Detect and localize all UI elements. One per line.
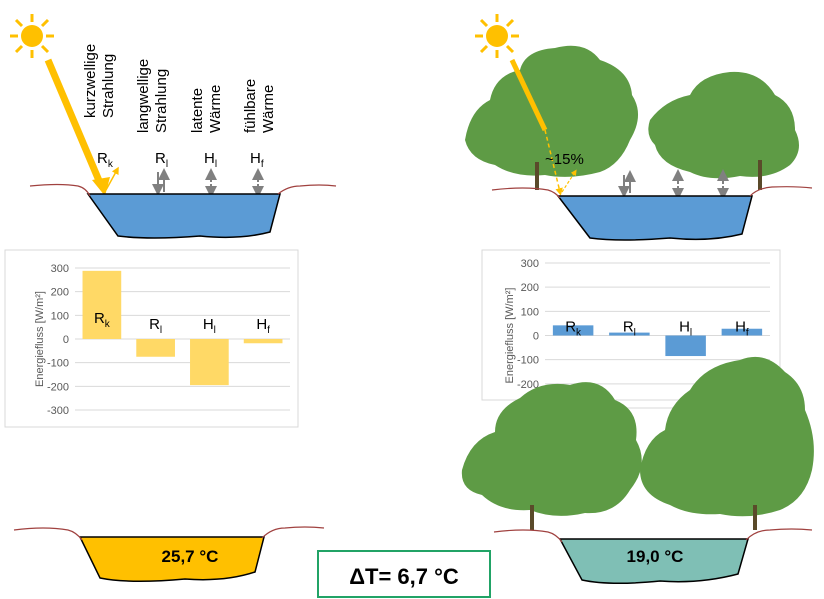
symbol-hl-left: Hl [204,150,217,170]
svg-text:Wärme: Wärme [207,85,224,133]
delta-temperature-label: ΔT= 6,7 °C [349,564,459,589]
y-tick-label: 300 [521,258,539,270]
y-tick-label: -200 [517,379,539,391]
y-tick-label: 0 [533,331,539,343]
svg-text:langwellige: langwellige [135,59,152,133]
y-axis-label: Energiefluss [W/m²] [34,291,46,387]
y-axis-label: Energiefluss [W/m²] [504,288,516,384]
y-tick-label: 300 [51,263,69,275]
category-label-Rl: Rl [149,316,162,336]
header-fuehlbare: fühlbare Wärme [242,79,277,133]
shade-fraction-label: ~15% [545,151,584,168]
category-label-Rk: Rk [565,319,582,339]
stream-water-left [86,193,281,239]
flux-arrows-left [152,168,264,198]
svg-text:Wärme: Wärme [260,85,277,133]
warm-water-bank [13,526,325,541]
stream-bank-right [491,186,813,199]
stream-bank-left [29,183,337,197]
y-tick-label: -100 [47,358,69,370]
category-label-Hf: Hf [735,319,749,339]
y-tick-label: 0 [63,334,69,346]
y-tick-label: 200 [521,282,539,294]
tree-canopy-top-right [465,45,799,190]
bar-Hl [665,335,706,357]
symbol-hf-left: Hf [250,150,264,170]
y-tick-label: 100 [521,306,539,318]
bar-Hf [721,328,763,336]
header-latente: latente Wärme [189,85,224,133]
temp-unshaded-label: 25,7 °C [162,547,219,566]
flux-arrows-right [618,169,729,200]
category-label-Hl: Hl [203,316,216,336]
filtered-reflect-dashed [561,169,577,193]
header-kurzwellige: kurzwellige Strahlung [82,44,117,118]
sun-icon-right [475,14,519,58]
bar-Rk [552,325,594,336]
svg-text:Strahlung: Strahlung [153,69,170,133]
stream-water-right [556,195,753,241]
category-label-Rl: Rl [623,319,636,339]
delta-box [317,550,491,598]
sun-icon-left [10,14,54,58]
svg-text:kurzwellige: kurzwellige [82,44,99,118]
filtered-ray-dashed [544,129,563,196]
reflect-arrow [105,166,119,191]
shortwave-ray-head [92,177,110,196]
bar-Rl [136,339,175,357]
cool-water-body [558,538,749,585]
filtered-ray-arrow [509,58,548,132]
symbol-rk-left: Rk [97,150,114,170]
shortwave-ray-arrow [44,58,104,185]
y-tick-label: -200 [47,381,69,393]
y-tick-label: -300 [47,405,69,417]
symbol-rl-left: Rl [155,150,168,170]
temp-shaded-label: 19,0 °C [627,547,684,566]
bar-Hf [243,339,283,344]
tree-canopy-bottom-right [461,356,814,530]
energy-flux-chart-unshaded: 300 200 100 0 -100 -200 -300 Energiefluss [W/m²… [34,263,290,417]
svg-text:fühlbare: fühlbare [242,79,259,133]
bar-Rk [82,270,122,339]
category-label-Hl: Hl [679,319,692,339]
warm-water-body [78,536,265,582]
bar-Rl [609,332,650,336]
bar-Hl [190,339,229,386]
category-label-Rk: Rk [94,310,111,330]
y-tick-label: 100 [51,310,69,322]
y-tick-label: 200 [51,287,69,299]
svg-text:latente: latente [189,88,206,133]
y-tick-label: -100 [517,355,539,367]
svg-text:Strahlung: Strahlung [100,54,117,118]
category-label-Hf: Hf [256,316,270,336]
cool-water-bank [493,528,813,543]
header-langwellige: langwellige Strahlung [135,59,170,133]
